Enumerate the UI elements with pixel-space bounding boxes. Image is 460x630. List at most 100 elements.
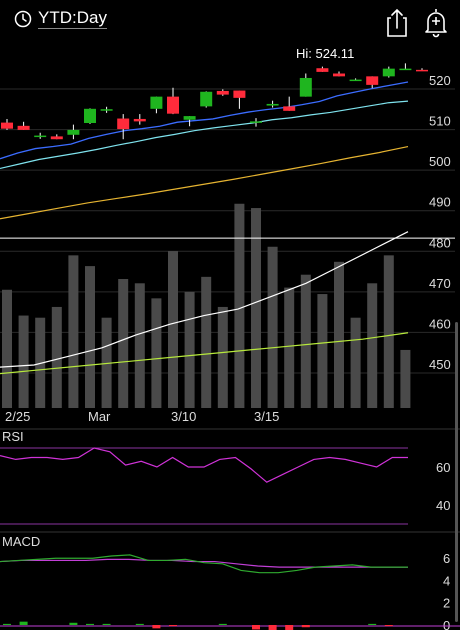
candle-up: [266, 103, 279, 106]
rsi-line: [0, 447, 408, 483]
candle-down: [333, 73, 345, 77]
price-axis-tick: 450: [429, 357, 451, 372]
candle-down: [216, 90, 229, 95]
moving-average-mid: [0, 100, 409, 170]
candle-down: [117, 118, 130, 130]
macd-histogram-bar: [152, 625, 161, 629]
range-selector-button[interactable]: YTD:Day: [14, 8, 107, 29]
volume-bar: [284, 287, 295, 408]
volume-bar: [201, 276, 212, 408]
share-icon[interactable]: [385, 6, 409, 43]
macd-histogram-bar: [86, 623, 94, 625]
volume-bar: [18, 315, 29, 408]
price-axis-tick: 460: [429, 316, 451, 331]
volume-bar: [134, 283, 145, 408]
candle-up: [150, 96, 163, 109]
range-label: YTD:Day: [38, 8, 107, 29]
volume-bar: [334, 261, 344, 408]
macd-histogram-bar: [368, 623, 377, 625]
macd-axis-tick: 2: [443, 596, 450, 611]
macd-histogram-bar: [102, 623, 111, 625]
candle-up: [250, 121, 262, 123]
date-axis-tick: 3/15: [254, 409, 279, 424]
candle-up: [183, 116, 196, 120]
macd-histogram-bar: [69, 622, 78, 625]
macd-axis-tick: 6: [443, 551, 450, 566]
macd-histogram-bar: [3, 623, 11, 625]
candle-down: [17, 125, 30, 130]
volume-bar: [367, 283, 378, 408]
volume-bar: [317, 294, 328, 408]
price-axis-tick: 520: [429, 73, 451, 88]
volume-bar: [68, 255, 79, 408]
volume-bar: [267, 246, 278, 408]
candle-down: [1, 122, 13, 129]
toolbar: YTD:Day: [0, 0, 460, 44]
moving-average-slow: [0, 145, 409, 220]
candle-up: [299, 77, 312, 97]
candle-up: [349, 79, 362, 82]
rsi-axis-tick: 40: [436, 498, 450, 513]
macd-histogram-bar: [218, 623, 227, 625]
rsi-axis-tick: 60: [436, 460, 450, 475]
volume-bar: [383, 255, 394, 408]
date-axis-tick: 2/25: [5, 409, 30, 424]
macd-histogram-bar: [169, 625, 177, 627]
macd-histogram-bar: [268, 625, 277, 630]
alert-bell-icon[interactable]: [423, 6, 449, 43]
candle-down: [133, 118, 146, 122]
candle-down: [283, 106, 296, 111]
macd-histogram-bar: [285, 625, 294, 630]
candle-up: [100, 109, 113, 111]
macd-signal-line: [0, 558, 408, 568]
price-axis-tick: 490: [429, 195, 451, 210]
date-axis-tick: Mar: [88, 409, 111, 424]
date-axis-tick: 3/10: [171, 409, 196, 424]
candle-up: [34, 135, 47, 138]
volume-bar: [168, 251, 178, 408]
macd-title: MACD: [2, 534, 40, 549]
volume-bar: [118, 279, 129, 408]
macd-histogram-bar: [19, 621, 28, 625]
volume-bar: [300, 274, 311, 408]
rsi-title: RSI: [2, 429, 24, 444]
volume-bar: [350, 317, 361, 408]
volume-bar: [151, 298, 162, 408]
scrollbar[interactable]: [455, 322, 458, 622]
macd-axis-tick: 4: [443, 573, 450, 588]
candle-up: [382, 68, 395, 77]
price-axis-tick: 480: [429, 235, 451, 250]
volume-bar: [85, 266, 95, 408]
price-axis-tick: 510: [429, 114, 451, 129]
candle-down: [366, 76, 379, 85]
volume-bar: [234, 203, 245, 408]
price-axis-tick: 470: [429, 276, 451, 291]
high-price-label: Hi: 524.11: [296, 46, 355, 61]
candle-down: [50, 136, 63, 140]
candle-down: [167, 96, 179, 114]
volume-bar: [184, 291, 195, 408]
macd-histogram-bar: [135, 623, 144, 625]
macd-axis-tick: 0: [443, 618, 450, 630]
volume-bar: [51, 306, 62, 408]
volume-moving-average-fast: [0, 231, 409, 368]
macd-histogram-bar: [301, 625, 310, 628]
price-axis-tick: 500: [429, 154, 451, 169]
macd-histogram-bar: [384, 625, 393, 627]
volume-moving-average-slow: [0, 332, 409, 375]
candle-up: [84, 108, 96, 124]
volume-bar: [400, 349, 411, 408]
candle-down: [316, 68, 329, 72]
volume-bar: [2, 289, 12, 408]
macd-histogram-bar: [252, 625, 260, 630]
moving-average-fast: [0, 81, 409, 160]
candle-up: [399, 68, 412, 71]
candle-up: [200, 91, 213, 107]
volume-bar: [101, 317, 112, 408]
candle-up: [67, 129, 80, 135]
volume-bar: [251, 208, 261, 408]
candle-down: [233, 90, 246, 98]
volume-bar: [217, 306, 228, 408]
macd-line: [0, 554, 408, 574]
